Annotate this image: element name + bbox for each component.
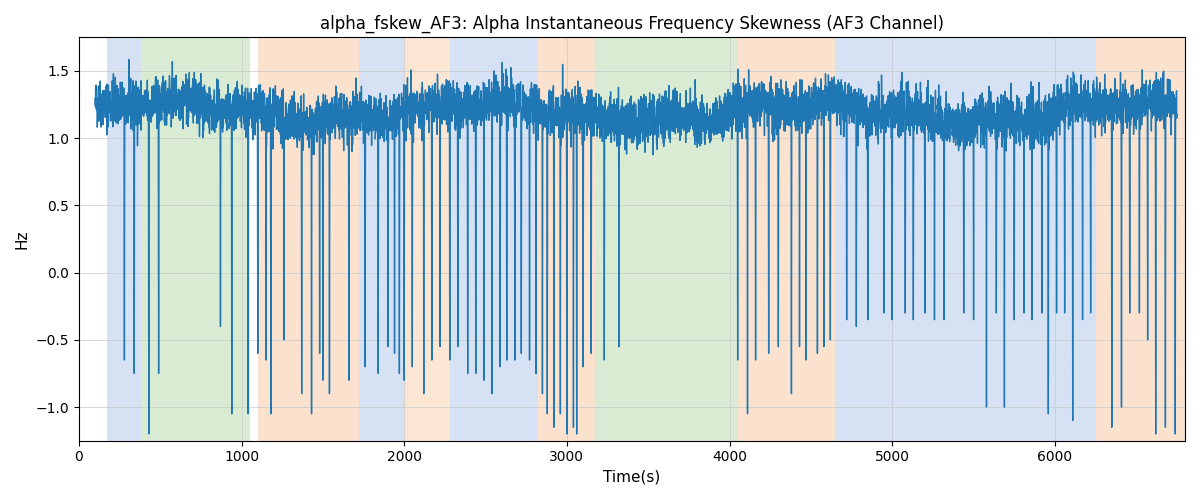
Bar (107, 38, 143, 440)
Bar (738, 38, 835, 440)
X-axis label: Time(s): Time(s) (604, 470, 660, 485)
Bar (258, 38, 359, 440)
Bar (594, 38, 738, 440)
Y-axis label: Hz: Hz (14, 230, 30, 249)
Title: alpha_fskew_AF3: Alpha Instantaneous Frequency Skewness (AF3 Channel): alpha_fskew_AF3: Alpha Instantaneous Fre… (320, 15, 944, 34)
Bar (450, 38, 538, 440)
Bar (1096, 38, 1184, 440)
Bar (835, 38, 1096, 440)
Bar (143, 38, 250, 440)
Bar (359, 38, 404, 440)
Bar (404, 38, 450, 440)
Bar (538, 38, 594, 440)
